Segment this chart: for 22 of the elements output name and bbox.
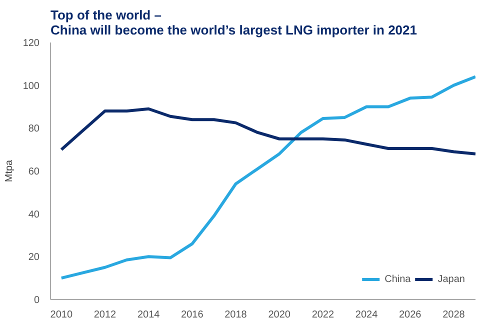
x-tick-label: 2026 xyxy=(398,310,422,320)
x-tick-label: 2012 xyxy=(94,310,117,320)
legend-label: Japan xyxy=(438,274,465,284)
chart-title: Top of the world – China will become the world’s largest LNG importer in 2021 xyxy=(50,8,417,38)
y-tick-label: 40 xyxy=(28,209,40,220)
y-tick-label: 100 xyxy=(22,80,40,92)
x-tick-label: 2016 xyxy=(181,310,204,320)
y-tick-label: 60 xyxy=(28,166,40,178)
x-tick-label: 2014 xyxy=(137,310,160,320)
y-tick-label: 120 xyxy=(22,38,40,49)
x-tick-label: 2022 xyxy=(312,310,334,320)
x-tick-label: 2020 xyxy=(268,310,291,320)
y-axis-title: Mtpa xyxy=(4,159,15,182)
line-series xyxy=(60,107,476,156)
y-tick-label: 0 xyxy=(34,295,40,306)
y-tick-label: 80 xyxy=(28,124,40,135)
x-tick-label: 2028 xyxy=(442,310,466,320)
legend-label: China xyxy=(384,274,411,284)
x-tick-label: 2018 xyxy=(224,310,248,320)
x-tick-label: 2010 xyxy=(50,310,73,320)
y-tick-label: 20 xyxy=(28,252,40,264)
x-tick-label: 2024 xyxy=(355,310,378,320)
